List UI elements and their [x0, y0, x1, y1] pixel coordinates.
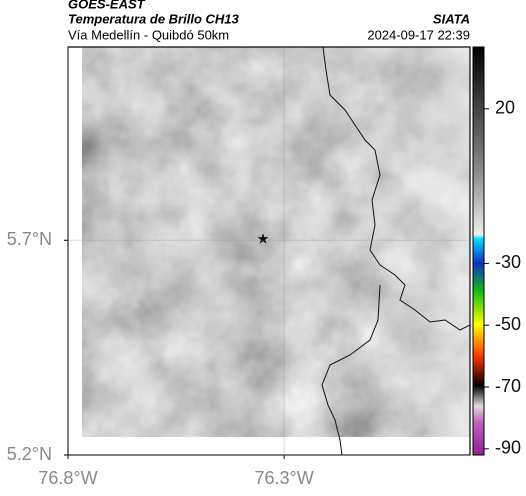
colorbar-tick-label: 20 — [495, 98, 515, 118]
frame — [67, 46, 471, 456]
location-marker: ★ — [257, 231, 270, 247]
brightness-highlight — [82, 47, 470, 437]
datetime: 2024-09-17 22:39 — [367, 27, 470, 42]
colorbar-tick-label: -90 — [495, 438, 521, 458]
subtitle: Vía Medellín - Quibdó 50km — [68, 27, 229, 42]
title: Temperatura de Brillo CH13 — [68, 11, 240, 26]
border — [322, 47, 470, 331]
org: SIATA — [433, 11, 470, 26]
colorbar-tick-label: -50 — [495, 314, 521, 334]
source: GOES-EAST — [68, 0, 146, 11]
colorbar-tick-label: -30 — [495, 252, 521, 272]
y-tick-label: 5.2°N — [7, 444, 52, 464]
x-tick-label: 76.8°W — [38, 468, 97, 488]
border — [321, 284, 381, 455]
colorbar — [472, 46, 485, 456]
y-tick-label: 5.7°N — [7, 229, 52, 249]
map-area: ★ — [68, 47, 470, 455]
x-tick-label: 76.3°W — [255, 468, 314, 488]
colorbar-tick-label: -70 — [495, 376, 521, 396]
